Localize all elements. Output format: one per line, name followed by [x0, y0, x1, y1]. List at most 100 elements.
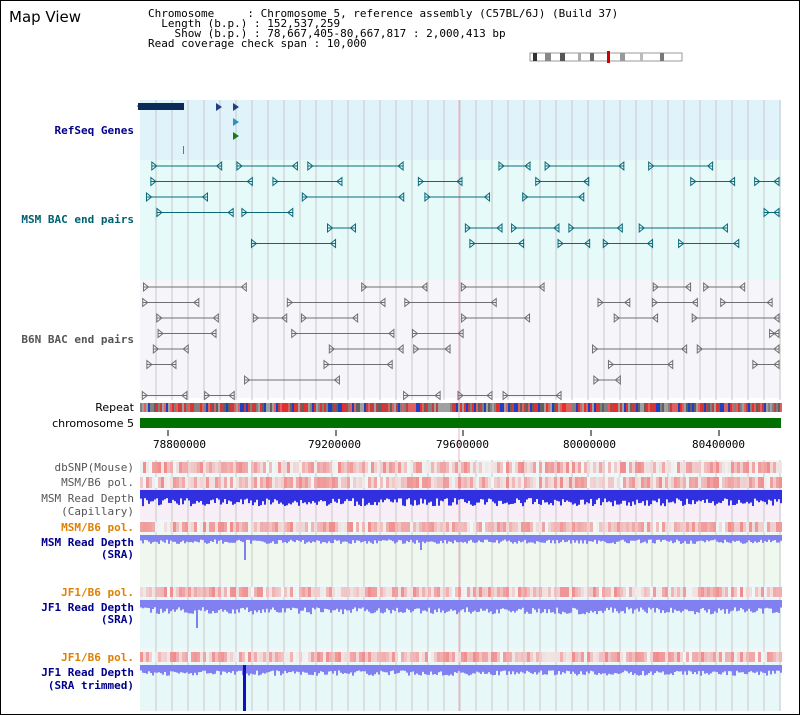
track-label-msm-bac[interactable]: MSM BAC end pairs [21, 213, 134, 226]
pol-cell [347, 652, 350, 662]
track-label-msm-b6-pol-1[interactable]: MSM/B6 pol. [61, 476, 134, 489]
msm-depth-cap-bar [648, 490, 650, 506]
dbsnp-cell [290, 462, 293, 473]
pol-cell [626, 477, 629, 488]
jf1-depth-trim-bar [626, 665, 628, 672]
jf1-depth-sra-bar [296, 600, 298, 609]
dbsnp-cell [182, 462, 185, 473]
pol-cell [617, 522, 620, 532]
pol-cell [227, 522, 230, 532]
pol-cell [605, 477, 608, 488]
repeat-segment [190, 403, 192, 412]
repeat-segment [340, 403, 342, 412]
jf1-depth-sra-bar [576, 600, 578, 610]
jf1-depth-trim-bar [184, 665, 186, 674]
track-label-jf1-depth-trim[interactable]: JF1 Read Depth [41, 666, 134, 679]
pol-cell [722, 522, 725, 532]
jf1-depth-trim-bar [234, 665, 236, 675]
msm-depth-sra-bar [756, 535, 758, 543]
jf1-depth-trim-bar [164, 665, 166, 672]
msm-depth-sra-bar [240, 535, 242, 542]
b6n-bac-pair-end [240, 281, 247, 293]
repeat-segment [616, 403, 618, 412]
repeat-segment [308, 403, 310, 412]
pol-cell [203, 477, 206, 488]
b6n-bac-pair-end [323, 359, 330, 370]
axis-tick-label: 78800000 [153, 438, 206, 451]
pol-cell [380, 587, 383, 597]
msm-depth-sra-bar [456, 535, 458, 543]
repeat-segment [450, 403, 452, 412]
jf1-depth-trim-bar [478, 665, 480, 673]
msm-bac-pair-end [511, 222, 518, 234]
track-label-dbsnp[interactable]: dbSNP(Mouse) [54, 461, 134, 474]
jf1-depth-trim-bar [318, 665, 320, 674]
pol-cell [200, 477, 203, 488]
jf1-depth-sra-bar [246, 600, 248, 608]
jf1-depth-sra-bar [364, 600, 366, 612]
pol-cell [209, 522, 212, 532]
jf1-depth-trim-bar [712, 665, 714, 672]
jf1-depth-sra-bar [174, 600, 176, 612]
msm-depth-sra-bar [228, 535, 230, 543]
track-label-jf1-b6-pol-2[interactable]: JF1/B6 pol. [61, 651, 134, 664]
msm-depth-cap-bar [756, 490, 758, 501]
jf1-depth-trim-bar [256, 665, 258, 671]
repeat-segment [694, 403, 696, 412]
pol-cell [377, 587, 380, 597]
msm-depth-sra-bar [620, 535, 622, 541]
b6n-bac-pair-end [300, 312, 308, 324]
msm-bac-pair-end [522, 191, 529, 203]
jf1-depth-sra-bar [412, 600, 414, 612]
jf1-depth-trim-bar [312, 665, 314, 676]
track-label-msm-b6-pol-2[interactable]: MSM/B6 pol. [61, 521, 134, 534]
pol-cell [668, 652, 671, 662]
msm-bac-pair-end [568, 222, 575, 234]
msm-depth-cap-bar [372, 490, 374, 505]
pol-cell [404, 587, 407, 597]
msm-bac-pair-end [464, 222, 472, 234]
pol-cell [773, 477, 776, 488]
jf1-depth-trim-bar [638, 665, 640, 676]
repeat-segment [740, 403, 742, 412]
track-label-jf1-depth-sra[interactable]: JF1 Read Depth [41, 601, 134, 614]
msm-depth-sra-bar [774, 535, 776, 541]
jf1-depth-sra-bar [780, 600, 782, 608]
b6n-bac-pair-end [421, 281, 428, 293]
track-label-msm-depth-sra[interactable]: MSM Read Depth [41, 536, 134, 549]
jf1-depth-trim-bar [442, 665, 444, 676]
track-label-msm-depth-cap[interactable]: MSM Read Depth [41, 492, 134, 505]
pol-cell [731, 522, 734, 532]
track-label-b6n-bac[interactable]: B6N BAC end pairs [21, 333, 134, 346]
pol-cell [515, 587, 518, 597]
b6n-bac-pair-end [146, 359, 153, 370]
pol-cell [698, 587, 701, 597]
msm-bac-pair-end [557, 238, 564, 249]
track-label-jf1-b6-pol-1[interactable]: JF1/B6 pol. [61, 586, 134, 599]
repeat-segment [772, 403, 774, 412]
dbsnp-cell [614, 462, 617, 473]
jf1-depth-trim-bar [200, 665, 202, 672]
jf1-depth-trim-bar [684, 665, 686, 672]
msm-depth-cap-bar [506, 490, 508, 503]
pol-cell [551, 652, 554, 662]
dbsnp-cell [203, 462, 206, 473]
jf1-depth-trim-bar [352, 665, 354, 676]
jf1-depth-sra-bar [764, 600, 766, 609]
msm-depth-sra-bar [752, 535, 754, 544]
msm-depth-sra-bar [328, 535, 330, 542]
dbsnp-cell [515, 462, 518, 473]
repeat-segment [370, 403, 372, 412]
msm-bac-pair-end [773, 176, 780, 187]
jf1-depth-trim-bar [632, 665, 634, 675]
track-label-refseq[interactable]: RefSeq Genes [54, 124, 134, 137]
pol-cell [527, 522, 530, 532]
pol-cell [173, 587, 176, 597]
msm-depth-cap-bar [178, 490, 180, 505]
jf1-depth-sra-bar [628, 600, 630, 610]
pol-cell [272, 522, 275, 532]
jf1-depth-sra-bar [340, 600, 342, 610]
jf1-depth-sra-bar [166, 600, 168, 609]
jf1-depth-sra-bar [248, 600, 250, 613]
